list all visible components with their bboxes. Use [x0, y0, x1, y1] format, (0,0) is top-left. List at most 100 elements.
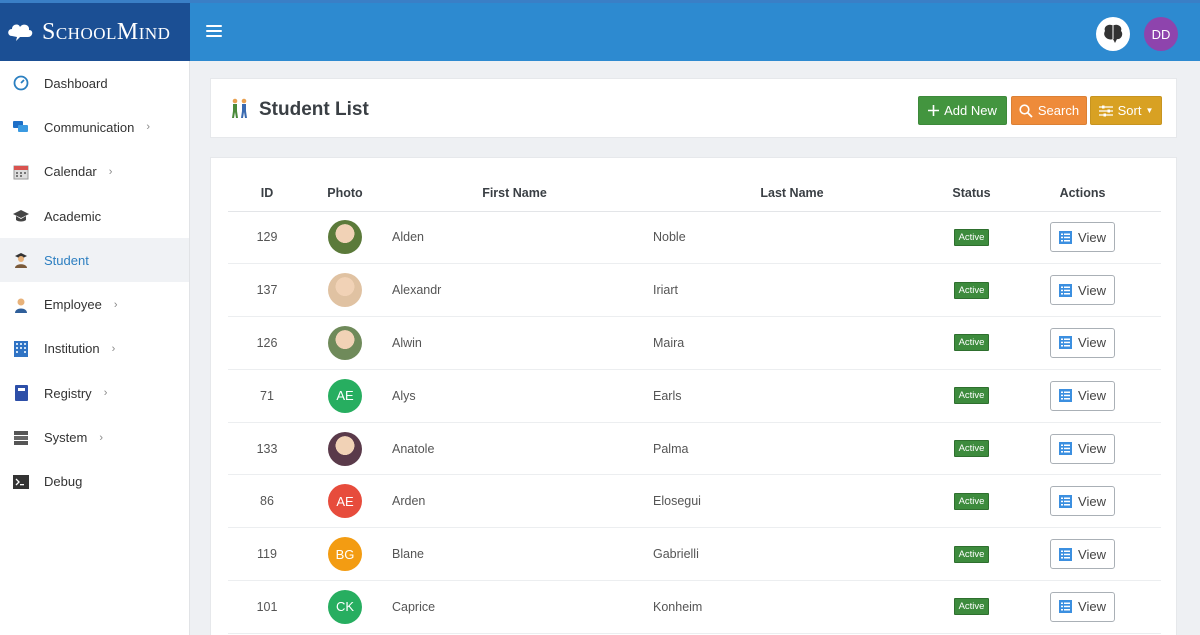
view-button[interactable]: View	[1050, 222, 1115, 253]
cell-photo	[306, 422, 384, 476]
cell-photo: CK	[306, 580, 384, 634]
cell-photo	[306, 316, 384, 370]
view-button[interactable]: View	[1050, 380, 1115, 411]
cell-id: 101	[228, 580, 306, 634]
chevron-right-icon: ›	[146, 121, 150, 134]
status-badge: Active	[953, 281, 990, 299]
column-header-actions: Actions	[1004, 175, 1161, 212]
cell-photo: AE	[306, 369, 384, 423]
cell-last-name: Maira	[645, 316, 939, 370]
terminal-icon	[12, 473, 30, 491]
search-label: Search	[1037, 103, 1080, 118]
cell-status: Active	[939, 580, 1004, 634]
sidebar-item-dashboard[interactable]: Dashboard	[0, 61, 189, 105]
sidebar-item-student[interactable]: Student	[0, 238, 189, 283]
sort-dropdown-button[interactable]: Sort ▼	[1090, 96, 1162, 125]
column-header-first-name[interactable]: First Name	[384, 175, 645, 212]
status-badge: Active	[953, 228, 990, 246]
view-button[interactable]: View	[1050, 591, 1115, 622]
brand-logo[interactable]: SchoolMind	[0, 0, 190, 61]
cell-id: 71	[228, 369, 306, 423]
table-row[interactable]: 137 Alexandr Iriart Active View	[228, 263, 1161, 318]
sidebar-item-communication[interactable]: Communication ›	[0, 105, 189, 149]
sidebar-item-label: Communication	[44, 119, 135, 135]
building-icon	[12, 340, 30, 358]
table-row[interactable]: 126 Alwin Maira Active View	[228, 316, 1161, 370]
list-icon	[1059, 442, 1073, 456]
cell-status: Active	[939, 422, 1004, 476]
view-button[interactable]: View	[1050, 433, 1115, 464]
cell-id: 119	[228, 527, 306, 582]
sidebar-item-calendar[interactable]: Calendar ›	[0, 150, 189, 194]
column-header-photo[interactable]: Photo	[306, 175, 384, 212]
cell-status: Active	[939, 527, 1004, 582]
sidebar-item-debug[interactable]: Debug	[0, 460, 189, 504]
cell-first-name: Caprice	[384, 580, 645, 634]
cell-actions: View	[1004, 422, 1161, 476]
add-new-button[interactable]: Add New	[918, 96, 1007, 125]
table-header-row: ID Photo First Name Last Name Status Act…	[228, 175, 1161, 212]
chevron-right-icon: ›	[99, 431, 104, 444]
cell-id: 133	[228, 422, 306, 476]
column-header-id[interactable]: ID	[228, 175, 306, 212]
cell-photo: BG	[306, 527, 384, 582]
view-label: View	[1078, 546, 1106, 562]
table-body: 129 Alden Noble Active View 137 Alexandr Iriart…	[228, 211, 1161, 634]
table-row[interactable]: 86 AE Arden Elosegui Active View	[228, 474, 1161, 529]
cell-actions: View	[1004, 474, 1161, 529]
view-label: View	[1078, 599, 1106, 615]
table-row[interactable]: 101 CK Caprice Konheim Active View	[228, 580, 1161, 634]
sidebar: Dashboard Communication › Calendar › Aca…	[0, 61, 190, 635]
sidebar-item-registry[interactable]: Registry ›	[0, 371, 189, 415]
list-icon	[1059, 230, 1073, 244]
cell-actions: View	[1004, 316, 1161, 370]
cell-actions: View	[1004, 263, 1161, 318]
brand-cloud-icon	[6, 20, 34, 44]
cell-first-name: Alexandr	[384, 263, 645, 318]
student-photo	[328, 325, 362, 360]
table-row[interactable]: 129 Alden Noble Active View	[228, 211, 1161, 265]
sidebar-item-label: Calendar	[44, 164, 97, 180]
cell-last-name: Palma	[645, 422, 939, 476]
table-row[interactable]: 133 Anatole Palma Active View	[228, 422, 1161, 476]
student-photo	[328, 431, 362, 466]
student-photo	[328, 220, 362, 255]
cell-status: Active	[939, 211, 1004, 265]
page-header: Student List Add New Search Sort ▼	[210, 78, 1177, 138]
status-badge: Active	[953, 440, 990, 458]
column-header-last-name[interactable]: Last Name	[645, 175, 939, 212]
sidebar-item-institution[interactable]: Institution ›	[0, 327, 189, 371]
student-avatar: CK	[328, 589, 362, 624]
view-button[interactable]: View	[1050, 486, 1115, 517]
view-button[interactable]: View	[1050, 327, 1115, 358]
student-avatar: AE	[328, 378, 362, 413]
brain-avatar-icon[interactable]	[1096, 17, 1130, 51]
cell-actions: View	[1004, 580, 1161, 634]
view-label: View	[1078, 282, 1106, 298]
table-row[interactable]: 119 BG Blane Gabrielli Active View	[228, 527, 1161, 582]
view-button[interactable]: View	[1050, 539, 1115, 570]
cell-status: Active	[939, 316, 1004, 370]
sidebar-item-employee[interactable]: Employee ›	[0, 282, 189, 326]
cell-id: 129	[228, 211, 306, 265]
sidebar-item-label: Registry	[44, 385, 92, 401]
hamburger-menu-icon[interactable]	[206, 25, 222, 39]
cell-last-name: Noble	[645, 211, 939, 265]
table-row[interactable]: 71 AE Alys Earls Active View	[228, 369, 1161, 423]
search-button[interactable]: Search	[1011, 96, 1087, 125]
sidebar-item-academic[interactable]: Academic	[0, 194, 189, 238]
sidebar-item-system[interactable]: System ›	[0, 415, 189, 459]
cell-last-name: Konheim	[645, 580, 939, 634]
user-avatar[interactable]: DD	[1144, 17, 1178, 51]
view-button[interactable]: View	[1050, 275, 1115, 306]
avatar-initials: AE	[336, 388, 354, 404]
list-icon	[1059, 600, 1073, 614]
cell-first-name: Alden	[384, 211, 645, 265]
list-icon	[1059, 283, 1073, 297]
cell-last-name: Earls	[645, 369, 939, 423]
cell-last-name: Gabrielli	[645, 527, 939, 582]
caret-down-icon: ▼	[1145, 106, 1154, 115]
avatar-initials: AE	[336, 493, 354, 509]
column-header-status[interactable]: Status	[939, 175, 1004, 212]
student-avatar: BG	[328, 537, 362, 572]
